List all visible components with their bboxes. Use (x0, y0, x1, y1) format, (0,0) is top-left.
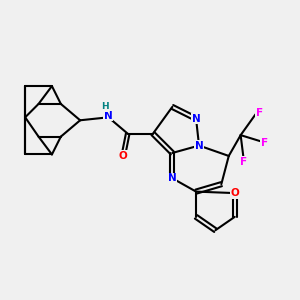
Text: O: O (230, 188, 239, 198)
Text: F: F (240, 157, 247, 167)
Text: F: F (256, 108, 262, 118)
Text: N: N (168, 173, 177, 183)
Text: F: F (261, 138, 268, 148)
Text: N: N (192, 114, 200, 124)
Text: H: H (101, 102, 109, 111)
Text: O: O (119, 151, 128, 161)
Text: N: N (104, 111, 113, 121)
Text: N: N (195, 140, 203, 151)
